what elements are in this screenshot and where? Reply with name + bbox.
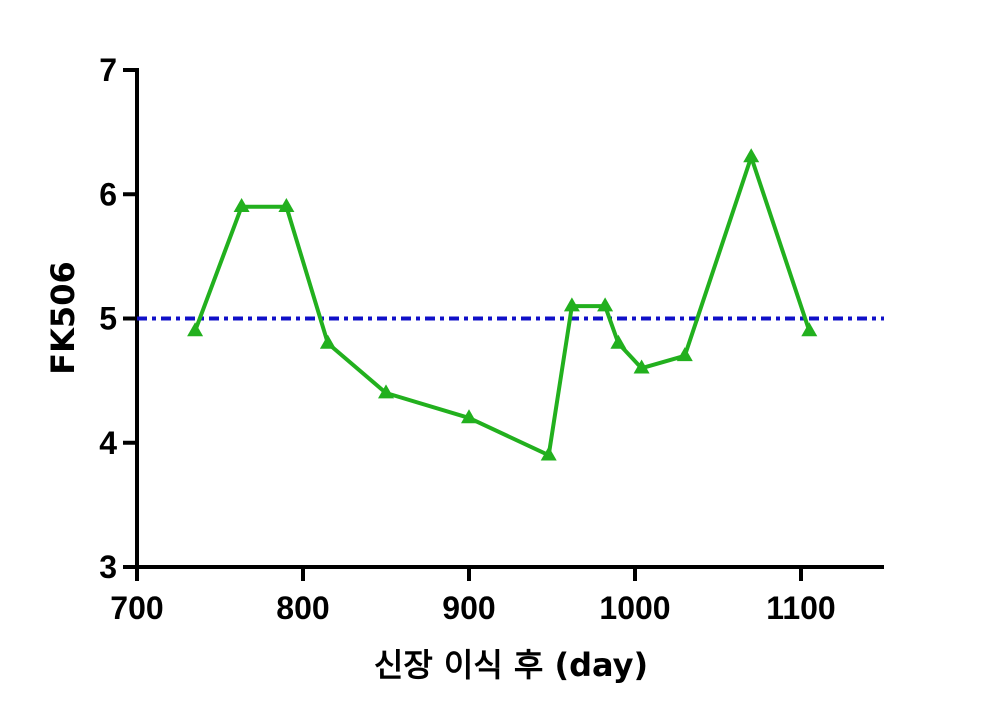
series-group: [187, 148, 818, 461]
y-tick-label: 3: [99, 549, 117, 585]
data-point-marker: [743, 148, 760, 163]
data-point-marker: [610, 334, 627, 349]
x-tick-label: 700: [110, 590, 163, 626]
x-tick-label: 800: [276, 590, 329, 626]
x-tick-label: 1100: [766, 590, 835, 626]
y-tick-label: 7: [99, 52, 117, 88]
y-tick-label: 6: [99, 176, 117, 212]
y-axis-title: FK506: [44, 261, 82, 374]
data-point-marker: [319, 334, 336, 349]
series-line: [193, 155, 812, 458]
x-axis-title: 신장 이식 후 (day): [374, 646, 648, 684]
axes: [123, 68, 884, 581]
data-point-marker: [633, 359, 650, 374]
data-point-marker: [801, 322, 818, 337]
x-tick-label: 900: [442, 590, 495, 626]
data-point-marker: [278, 198, 295, 212]
data-point-marker: [563, 297, 580, 312]
y-tick-label: 4: [99, 425, 117, 461]
data-point-marker: [187, 322, 204, 337]
x-tick-label: 1000: [599, 590, 670, 626]
data-point-marker: [597, 297, 614, 312]
data-point-marker: [540, 446, 557, 461]
data-point-marker: [378, 384, 394, 399]
data-point-marker: [676, 347, 693, 362]
data-point-marker: [233, 198, 250, 212]
y-tick-label: 5: [99, 301, 117, 337]
tick-labels: 3 4 5 6 7 700 800 900 1000 1100: [99, 52, 836, 626]
data-point-marker: [461, 409, 477, 424]
